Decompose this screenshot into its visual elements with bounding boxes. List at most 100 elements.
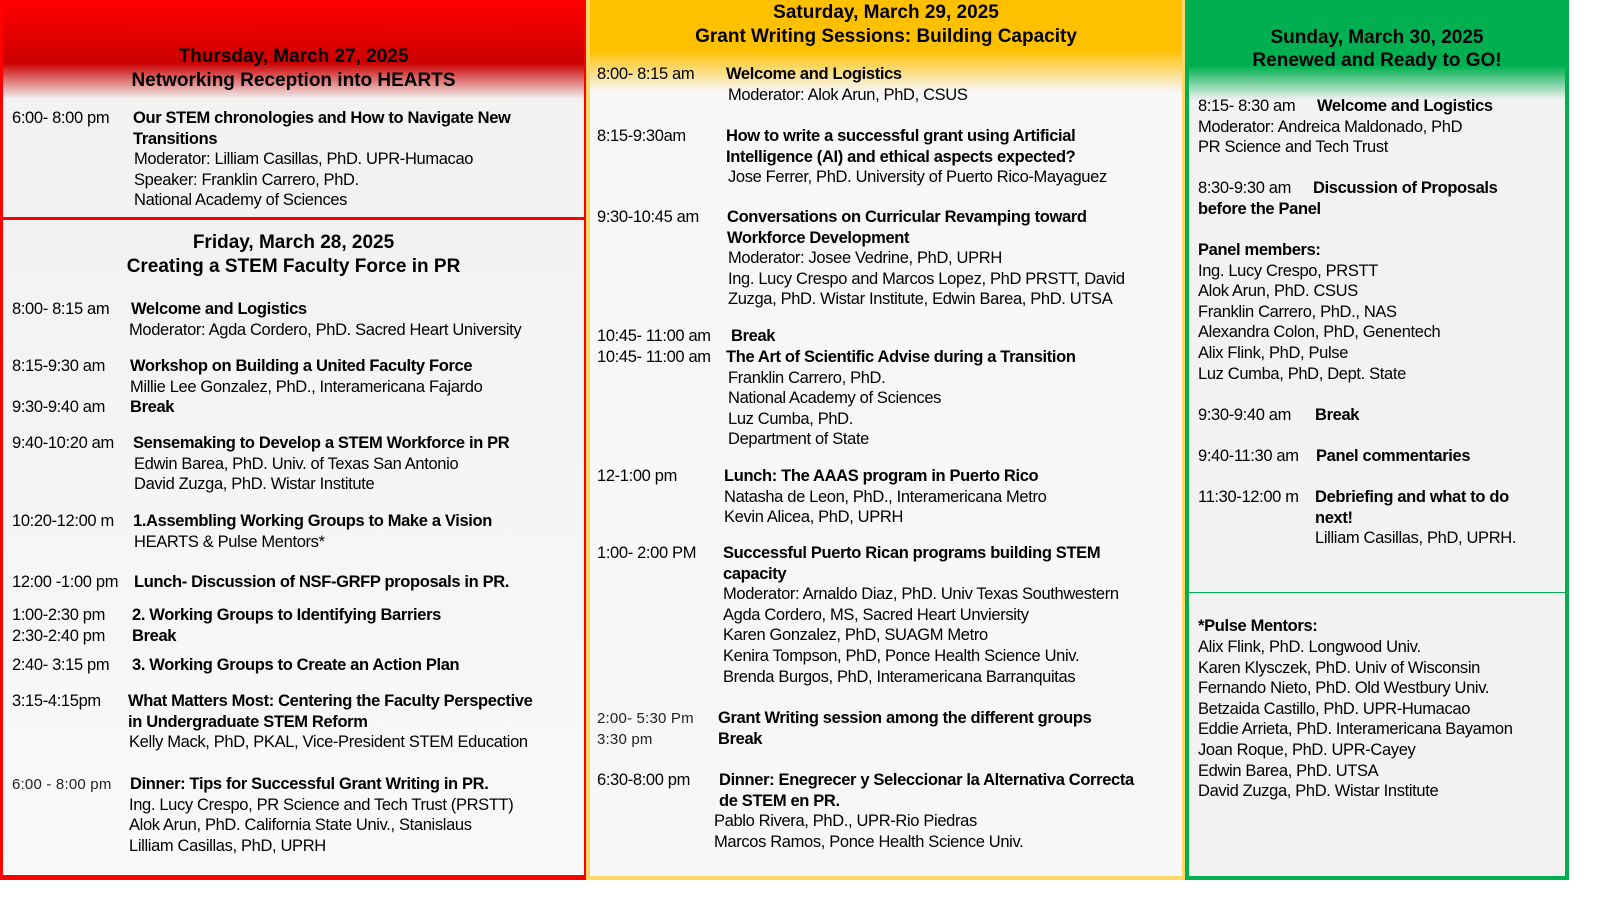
session-title: Conversations on Curricular Revamping to…: [727, 208, 1087, 226]
session-detail: Zuzga, PhD. Wistar Institute, Edwin Bare…: [728, 290, 1113, 309]
session-detail: Moderator: Josee Vedrine, PhD, UPRH: [728, 249, 1002, 268]
session-title: in Undergraduate STEM Reform: [128, 712, 368, 731]
session-time: 9:30-9:40 am: [1198, 406, 1292, 424]
day-date-heading: Thursday, March 27, 2025: [178, 46, 409, 67]
session-detail: Kelly Mack, PhD, PKAL, Vice-President ST…: [129, 733, 528, 752]
session-title: Intelligence (AI) and ethical aspects ex…: [726, 147, 1076, 166]
session-time: 9:30-9:40 am: [12, 398, 106, 416]
session-detail: Moderator: Alok Arun, PhD, CSUS: [728, 85, 968, 104]
session-title: Break: [718, 730, 763, 748]
pulse-mentors-panel: [1185, 593, 1569, 880]
session-title: before the Panel: [1198, 199, 1321, 218]
session-title: 2. Working Groups to Identifying Barrier…: [132, 606, 441, 624]
session-time: 3:30 pm: [597, 731, 653, 748]
session-title: Welcome and Logistics: [726, 65, 902, 83]
session-title: Welcome and Logistics: [131, 300, 307, 318]
session-detail: Franklin Carrero, PhD., NAS: [1198, 302, 1397, 321]
day-theme-heading: Networking Reception into HEARTS: [131, 70, 456, 91]
pulse-mentor: Alix Flink, PhD. Longwood Univ.: [1198, 638, 1421, 656]
session-title: How to write a successful grant using Ar…: [726, 127, 1076, 145]
session-detail: HEARTS & Pulse Mentors*: [134, 532, 325, 551]
session-title: The Art of Scientific Advise during a Tr…: [726, 348, 1076, 366]
session-detail: Jose Ferrer, PhD. University of Puerto R…: [728, 168, 1107, 187]
session-detail: Moderator: Arnaldo Diaz, PhD. Univ Texas…: [723, 585, 1119, 604]
day-theme-heading: Renewed and Ready to GO!: [1252, 50, 1502, 71]
session-title: Sensemaking to Develop a STEM Workforce …: [133, 434, 510, 452]
session-title: Break: [731, 327, 776, 345]
session-time: 12:00 -1:00 pm: [12, 573, 119, 591]
session-detail: Moderator: Andreica Maldonado, PhD: [1198, 117, 1463, 136]
session-detail: Brenda Burgos, PhD, Interamericana Barra…: [723, 667, 1076, 686]
session-time: 12-1:00 pm: [597, 467, 677, 485]
session-title: Panel members:: [1198, 241, 1321, 259]
session-title: Welcome and Logistics: [1317, 97, 1493, 115]
pulse-mentors-title: *Pulse Mentors:: [1198, 617, 1318, 635]
friday-panel: [0, 220, 587, 880]
session-title: Panel commentaries: [1316, 447, 1471, 465]
session-detail: Kevin Alicea, PhD, UPRH: [724, 508, 904, 527]
session-detail: Natasha de Leon, PhD., Interamericana Me…: [724, 487, 1047, 506]
sunday-panel: [1185, 0, 1569, 595]
day-theme-heading: Grant Writing Sessions: Building Capacit…: [695, 26, 1077, 47]
session-title: de STEM en PR.: [719, 791, 840, 810]
session-detail: Moderator: Lilliam Casillas, PhD. UPR-Hu…: [134, 150, 474, 169]
session-title: Successful Puerto Rican programs buildin…: [723, 544, 1101, 562]
thursday-panel: [0, 0, 587, 222]
pulse-mentor: Edwin Barea, PhD. UTSA: [1198, 761, 1379, 780]
session-title: Break: [130, 398, 175, 416]
session-time: 1:00- 2:00 PM: [597, 544, 697, 562]
session-detail: David Zuzga, PhD. Wistar Institute: [134, 475, 375, 494]
session-detail: Ing. Lucy Crespo, PR Science and Tech Tr…: [129, 795, 514, 814]
session-detail: Lilliam Casillas, PhD, UPRH.: [1315, 529, 1517, 548]
session-detail: Edwin Barea, PhD. Univ. of Texas San Ant…: [134, 454, 459, 473]
session-detail: Alexandra Colon, PhD, Genentech: [1198, 323, 1441, 342]
session-title: Grant Writing session among the differen…: [718, 709, 1092, 727]
day-date-heading: Friday, March 28, 2025: [192, 232, 395, 253]
session-detail: Moderator: Agda Cordero, PhD. Sacred Hea…: [129, 320, 522, 339]
session-time: 6:30-8:00 pm: [597, 771, 691, 789]
session-title: 3. Working Groups to Create an Action Pl…: [132, 656, 460, 674]
pulse-mentor: David Zuzga, PhD. Wistar Institute: [1198, 782, 1439, 801]
session-title: Discussion of Proposals: [1313, 179, 1498, 197]
session-time: 9:40-10:20 am: [12, 434, 114, 452]
session-title: Debriefing and what to do: [1315, 488, 1509, 506]
session-detail: Alix Flink, PhD, Pulse: [1198, 344, 1349, 362]
session-title: Transitions: [133, 129, 218, 148]
session-title: next!: [1315, 508, 1353, 527]
pulse-mentor: Betzaida Castillo, PhD. UPR-Humacao: [1198, 699, 1471, 718]
session-time: 10:45- 11:00 am: [597, 348, 711, 366]
session-detail: Marcos Ramos, Ponce Health Science Univ.: [714, 832, 1024, 851]
session-title: Lunch- Discussion of NSF-GRFP proposals …: [134, 573, 510, 591]
session-title: What Matters Most: Centering the Faculty…: [128, 692, 533, 710]
session-detail: Pablo Rivera, PhD., UPR-Rio Piedras: [714, 812, 977, 831]
session-detail: Kenira Tompson, PhD, Ponce Health Scienc…: [723, 647, 1080, 665]
session-time: 9:30-10:45 am: [597, 208, 699, 226]
day-theme-heading: Creating a STEM Faculty Force in PR: [126, 256, 461, 277]
session-time: 2:00- 5:30 Pm: [597, 710, 694, 727]
session-detail: Franklin Carrero, PhD.: [728, 368, 886, 387]
pulse-mentor: Karen Klysczek, PhD. Univ of Wisconsin: [1198, 658, 1480, 677]
session-title: Our STEM chronologies and How to Navigat…: [133, 109, 511, 127]
session-detail: Luz Cumba, PhD, Dept. State: [1198, 364, 1406, 383]
session-time: 3:15-4:15pm: [12, 692, 101, 710]
session-time: 9:40-11:30 am: [1198, 447, 1299, 465]
session-detail: Karen Gonzalez, PhD, SUAGM Metro: [723, 626, 988, 645]
session-time: 2:30-2:40 pm: [12, 627, 106, 645]
session-time: 10:20-12:00 m: [12, 512, 114, 530]
session-title: Break: [1315, 406, 1360, 424]
session-detail: PR Science and Tech Trust: [1198, 138, 1388, 157]
pulse-mentor: Fernando Nieto, PhD. Old Westbury Univ.: [1198, 679, 1490, 698]
session-title: 1.Assembling Working Groups to Make a Vi…: [133, 512, 492, 530]
session-detail: National Academy of Sciences: [728, 389, 942, 408]
pulse-mentor: Eddie Arrieta, PhD. Interamericana Bayam…: [1198, 720, 1513, 739]
session-title: Dinner: Tips for Successful Grant Writin…: [130, 775, 489, 793]
session-time: 8:00- 8:15 am: [597, 65, 695, 83]
session-title: Dinner: Enegrecer y Seleccionar la Alter…: [719, 771, 1134, 789]
session-detail: Alok Arun, PhD. California State Univ., …: [129, 816, 472, 835]
session-detail: Agda Cordero, MS, Sacred Heart Unviersit…: [723, 605, 1029, 624]
session-time: 8:15- 8:30 am: [1198, 97, 1296, 115]
session-detail: Lilliam Casillas, PhD, UPRH: [129, 836, 326, 855]
session-time: 10:45- 11:00 am: [597, 327, 711, 345]
session-detail: Luz Cumba, PhD.: [728, 409, 853, 428]
session-time: 8:00- 8:15 am: [12, 300, 110, 318]
